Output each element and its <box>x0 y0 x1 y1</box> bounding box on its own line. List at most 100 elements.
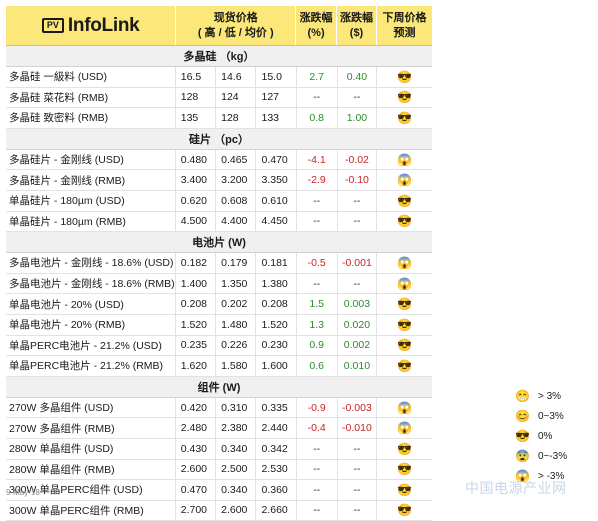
change-pct: -- <box>297 87 338 108</box>
change-pct: -- <box>297 480 338 500</box>
legend-item: 😨 0~-3% <box>515 450 567 462</box>
price-low: 124 <box>216 87 257 108</box>
change-pct: -- <box>297 211 338 232</box>
table-row: 300W 单晶PERC组件 (RMB) 2.700 2.600 2.660 -- -- 😎 <box>6 500 432 521</box>
legend-label: > 3% <box>537 390 562 402</box>
cool-face-icon: 😎 <box>397 297 413 312</box>
change-usd: -- <box>338 190 378 211</box>
table-body: 多晶硅 （kg） 多晶硅 一級料 (USD) 16.5 14.6 15.0 2.7 0.40… <box>6 46 432 521</box>
price-high: 128 <box>176 87 217 108</box>
price-avg: 1.520 <box>256 314 297 335</box>
cool-face-icon: 😎 <box>397 358 413 373</box>
legend-label: 0~3% <box>537 410 564 422</box>
forecast-cell: 😎 <box>377 336 432 356</box>
product-name: 单晶PERC电池片 - 21.2% (USD) <box>6 335 176 356</box>
forecast-cell: 😎 <box>377 356 432 376</box>
price-avg: 0.230 <box>256 335 297 356</box>
forecast-cell: 😎 <box>377 108 432 128</box>
pv-logo-icon: PV <box>41 18 64 33</box>
change-pct: -2.9 <box>297 170 338 190</box>
product-name: 多晶硅片 - 金刚线 (USD) <box>6 149 176 170</box>
price-high: 2.700 <box>176 500 217 521</box>
change-pct: -0.5 <box>297 253 338 273</box>
price-low: 1.580 <box>216 356 257 376</box>
infolink-logo: PV InfoLink <box>6 6 177 45</box>
forecast-cell: 😎 <box>377 191 432 211</box>
scream-face-icon: 😱 <box>397 400 413 415</box>
table-row: 单晶硅片 - 180µm (USD) 0.620 0.608 0.610 -- -- 😎 <box>6 190 432 212</box>
product-name: 270W 多晶组件 (USD) <box>6 397 176 418</box>
price-high: 4.500 <box>176 211 217 232</box>
forecast-cell: 😎 <box>377 67 432 87</box>
price-avg: 3.350 <box>256 170 297 190</box>
table-row: 单晶PERC电池片 - 21.2% (RMB) 1.620 1.580 1.600 0.… <box>6 356 432 377</box>
product-name: 单晶电池片 - 20% (RMB) <box>6 314 176 335</box>
forecast-cell: 😎 <box>377 88 432 108</box>
cool-face-icon: 😎 <box>397 110 413 125</box>
change-pct: -- <box>297 500 338 521</box>
change-pct: -- <box>297 438 338 459</box>
price-high: 2.480 <box>176 418 217 438</box>
table-row: 270W 多晶组件 (RMB) 2.480 2.380 2.440 -0.4 -0.010… <box>6 418 432 439</box>
price-low: 0.179 <box>216 253 257 273</box>
forecast-cell: 😎 <box>377 212 432 232</box>
change-usd: -- <box>338 273 378 294</box>
forecast-cell: 😎 <box>377 315 432 335</box>
change-usd: 0.40 <box>338 67 378 87</box>
product-name: 单晶硅片 - 180µm (RMB) <box>6 211 176 232</box>
legend-item: 😁 > 3% <box>515 390 561 402</box>
product-name: 单晶PERC电池片 - 21.2% (RMB) <box>6 356 176 376</box>
cool-face-icon: 😎 <box>397 317 413 332</box>
change-pct: -- <box>297 190 338 211</box>
table-row: 270W 多晶组件 (USD) 0.420 0.310 0.335 -0.9 -0.003… <box>6 397 432 419</box>
header-change-usd: 涨跌幅 ($) <box>337 6 378 45</box>
report-date: 9-May-18 <box>6 488 40 497</box>
change-usd: -0.10 <box>338 170 378 190</box>
price-avg: 0.208 <box>256 294 297 314</box>
forecast-cell: 😱 <box>377 170 432 190</box>
price-high: 1.520 <box>176 314 217 335</box>
price-low: 0.310 <box>216 397 257 418</box>
price-avg: 0.335 <box>256 397 297 418</box>
price-high: 0.620 <box>176 190 217 211</box>
logo-text: InfoLink <box>67 15 140 36</box>
price-low: 3.200 <box>216 170 257 190</box>
legend-label: 0~-3% <box>537 450 568 462</box>
change-usd: 0.020 <box>338 314 378 335</box>
price-avg: 1.600 <box>256 356 297 376</box>
cool-face-icon: 😎 <box>397 482 413 497</box>
table-row: 300W 单晶PERC组件 (USD) 0.470 0.340 0.360 -- -- 😎 <box>6 480 432 501</box>
cool-face-icon: 😎 <box>515 429 530 443</box>
change-usd: -0.02 <box>338 149 378 170</box>
header-change-pct: 涨跌幅 (%) <box>296 6 338 45</box>
change-usd: 0.003 <box>338 294 378 314</box>
cool-face-icon: 😎 <box>397 462 413 477</box>
table-header: PV InfoLink 现货价格( 高 / 低 / 均价 ) 涨跌幅 (%) 涨跌… <box>6 6 432 46</box>
table-row: 多晶硅片 - 金刚线 (USD) 0.480 0.465 0.470 -4.1 -0.02… <box>6 149 432 171</box>
change-usd: -- <box>338 211 378 232</box>
header-forecast: 下周价格预测 <box>382 11 427 39</box>
price-low: 0.340 <box>216 480 257 500</box>
cool-face-icon: 😎 <box>397 441 413 456</box>
price-low: 2.500 <box>216 459 257 480</box>
change-pct: 0.9 <box>297 335 338 356</box>
price-high: 1.400 <box>176 273 217 294</box>
price-low: 14.6 <box>216 67 257 87</box>
table-row: 多晶硅 一級料 (USD) 16.5 14.6 15.0 2.7 0.40 😎 <box>6 67 432 88</box>
cool-face-icon: 😎 <box>397 214 413 229</box>
change-pct: -- <box>297 459 338 480</box>
product-name: 多晶电池片 - 金刚线 - 18.6% (USD) <box>6 253 176 273</box>
forecast-cell: 😱 <box>377 418 432 438</box>
price-high: 0.430 <box>176 438 217 459</box>
table-row: 多晶硅 致密料 (RMB) 135 128 133 0.8 1.00 😎 <box>6 108 432 129</box>
change-pct: -0.9 <box>297 397 338 418</box>
change-pct: -4.1 <box>297 149 338 170</box>
change-pct: -0.4 <box>297 418 338 438</box>
grin-face-icon: 😁 <box>515 389 530 403</box>
scream-face-icon: 😱 <box>397 421 413 436</box>
price-high: 0.208 <box>176 294 217 314</box>
forecast-cell: 😱 <box>377 253 432 273</box>
scream-face-icon: 😱 <box>515 469 530 483</box>
price-avg: 2.440 <box>256 418 297 438</box>
watermark: 中国电源产业网 <box>465 480 567 496</box>
